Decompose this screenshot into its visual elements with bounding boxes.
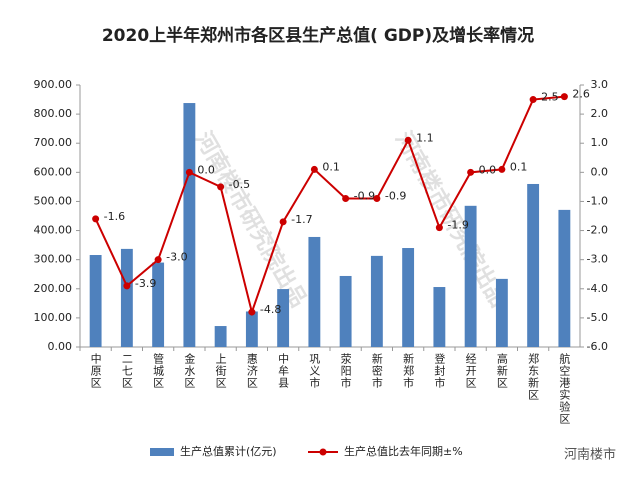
x-tick-label: 二七区 (120, 353, 133, 389)
y-tick-label: 0.00 (48, 340, 73, 353)
data-label: 0.1 (510, 160, 528, 173)
data-label: 0.1 (322, 160, 340, 173)
bar (308, 236, 321, 347)
bar (277, 289, 290, 347)
bar (527, 183, 540, 347)
y-tick-label: 300.00 (34, 253, 73, 266)
bar (245, 311, 258, 347)
legend-label: 生产总值比去年同期±% (344, 444, 463, 458)
data-label: 0.0 (197, 163, 215, 176)
y-tick-label: 600.00 (34, 165, 73, 178)
line-marker (529, 96, 537, 104)
bar (339, 275, 352, 347)
data-label: -3.0 (166, 251, 187, 264)
y-tick-label: 100.00 (34, 311, 73, 324)
data-label: -0.9 (354, 190, 375, 203)
line-marker (467, 168, 475, 176)
bar (152, 262, 165, 347)
y2-tick-label: -1.0 (587, 194, 608, 207)
x-tick-label: 郑东新区 (527, 352, 540, 401)
data-label: -3.9 (135, 277, 156, 290)
y-tick-label: 800.00 (34, 107, 73, 120)
line-marker (92, 215, 100, 223)
data-label: 0.0 (479, 163, 497, 176)
line-marker (560, 93, 568, 101)
line-marker (498, 165, 506, 173)
x-tick-label: 金水区 (183, 352, 196, 389)
x-tick-label: 巩义市 (308, 353, 321, 389)
x-tick-label: 登封市 (433, 352, 446, 389)
y-tick-label: 900.00 (34, 78, 73, 91)
data-label: -0.9 (385, 190, 406, 203)
data-label: -1.6 (104, 210, 125, 223)
line-marker (154, 256, 162, 264)
data-label: 1.1 (416, 131, 434, 144)
data-label: 2.5 (541, 91, 559, 104)
legend-swatch (150, 448, 174, 456)
y2-tick-label: -3.0 (587, 253, 608, 266)
line-marker (279, 218, 287, 226)
x-tick-label: 惠济区 (245, 352, 258, 389)
y2-tick-label: 0.0 (591, 165, 609, 178)
y2-tick-label: -6.0 (587, 340, 608, 353)
line-marker (310, 165, 318, 173)
y2-tick-label: 1.0 (591, 136, 609, 149)
x-tick-label: 管城区 (152, 352, 165, 389)
y-tick-label: 500.00 (34, 194, 73, 207)
data-label: -4.8 (260, 303, 281, 316)
y2-tick-label: -5.0 (587, 311, 608, 324)
bar (120, 248, 133, 347)
line-marker (248, 308, 256, 316)
bar (433, 287, 446, 347)
line-marker (123, 282, 131, 290)
x-tick-label: 经开区 (464, 353, 477, 389)
source-logo: 河南楼市 (564, 447, 616, 463)
legend-label: 生产总值累计(亿元) (180, 444, 277, 458)
data-label: -1.9 (447, 219, 468, 232)
data-label: -0.5 (229, 178, 250, 191)
line (94, 95, 565, 316)
line-marker (404, 136, 412, 144)
y2-tick-label: -4.0 (587, 282, 608, 295)
bar (183, 103, 196, 347)
x-tick-label: 中原区 (89, 353, 102, 389)
legend-swatch (319, 448, 327, 456)
bar (464, 205, 477, 347)
y2-tick-label: -2.0 (587, 224, 608, 237)
line-marker (342, 195, 350, 203)
line-marker (185, 168, 193, 176)
bar (495, 278, 508, 347)
x-tick-label: 中牟县 (277, 353, 290, 389)
y2-tick-label: 2.0 (591, 107, 609, 120)
bar (89, 255, 102, 347)
x-tick-label: 新密市 (370, 352, 383, 389)
y-tick-label: 200.00 (34, 282, 73, 295)
data-label: -1.7 (291, 213, 312, 226)
x-tick-label: 上街区 (214, 353, 227, 389)
y2-tick-label: 3.0 (591, 78, 609, 91)
bar (214, 326, 227, 347)
data-label: 2.6 (572, 88, 590, 101)
x-tick-label: 高新区 (495, 352, 508, 389)
chart-title: 2020上半年郑州市各区县生产总值( GDP)及增长率情况 (102, 25, 534, 46)
line-marker (435, 224, 443, 232)
bar (558, 209, 571, 347)
y-tick-label: 400.00 (34, 224, 73, 237)
bar (370, 255, 383, 347)
line-marker (373, 195, 381, 203)
bar (402, 248, 415, 347)
x-tick-label: 新郑市 (402, 352, 415, 389)
y-tick-label: 700.00 (34, 136, 73, 149)
line-marker (217, 183, 225, 191)
x-tick-label: 航空港实验区 (558, 352, 571, 425)
x-tick-label: 荥阳市 (339, 352, 352, 389)
